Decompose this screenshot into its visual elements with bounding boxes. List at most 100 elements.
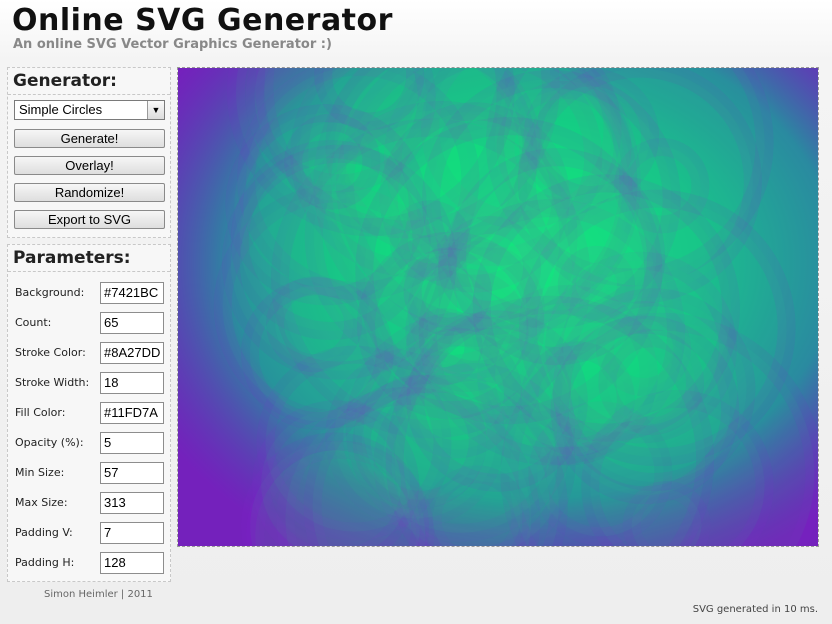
param-row-opacity: Opacity (%): 5 [15,432,165,454]
param-row-background: Background: #7421BC [15,282,165,304]
page-title: Online SVG Generator [12,3,393,38]
stroke-width-field[interactable]: 18 [100,372,164,394]
opacity-field[interactable]: 5 [100,432,164,454]
status-text: SVG generated in 10 ms. [692,604,818,615]
generated-circle [523,68,660,204]
generated-circle [500,312,818,546]
generated-circle [448,148,665,366]
chevron-down-icon[interactable]: ▼ [147,101,164,119]
generated-circle [421,68,622,229]
min-size-field[interactable]: 57 [100,462,164,484]
generated-circle [266,276,363,373]
param-row-stroke-color: Stroke Color: #8A27DD [15,342,165,364]
generated-circle [552,288,756,492]
generated-circle [221,144,457,380]
background-color-field[interactable]: #7421BC [100,282,164,304]
generated-circle [392,328,523,459]
generated-circle [373,363,576,546]
generated-circle [325,68,541,254]
generated-circle [303,374,568,546]
param-label: Stroke Color: [15,346,86,359]
param-label: Background: [15,286,85,299]
generator-select[interactable]: Simple Circles ▼ [14,100,165,120]
generated-circle [418,199,686,466]
generator-panel: Generator: Simple Circles ▼ Generate! Ov… [7,67,171,238]
generated-circle [496,80,632,216]
param-label: Count: [15,316,52,329]
param-row-fill-color: Fill Color: #11FD7A [15,402,165,424]
generated-circle [379,102,570,293]
parameters-heading: Parameters: [8,245,170,272]
param-row-min-size: Min Size: 57 [15,462,165,484]
generated-circle [486,68,774,287]
generated-circle [557,245,635,324]
generated-circle [290,68,538,278]
param-row-stroke-width: Stroke Width: 18 [15,372,165,394]
generated-circle [383,68,603,266]
generated-svg-artwork [178,68,818,546]
generated-circle [227,68,515,237]
export-svg-button[interactable]: Export to SVG [14,210,165,229]
generated-circle [241,432,429,546]
generated-circle [271,118,591,439]
generated-circle [598,329,705,436]
generated-circle [352,374,487,509]
padding-v-field[interactable]: 7 [100,522,164,544]
generated-circle [246,440,435,546]
generated-circle [255,68,560,239]
stroke-color-field[interactable]: #8A27DD [100,342,164,364]
generated-circle [472,174,740,442]
generated-circle [225,104,427,306]
generated-circle [356,231,545,420]
generated-circle [614,138,710,234]
param-label: Min Size: [15,466,65,479]
page-subtitle: An online SVG Vector Graphics Generator … [13,37,332,52]
param-label: Stroke Width: [15,376,90,389]
generated-circle [213,184,458,428]
generated-circle [405,308,483,386]
parameters-panel: Parameters: Background: #7421BC Count: 6… [7,244,171,582]
generated-circle [545,251,737,444]
generated-circle [304,100,578,374]
generated-circle [256,345,452,541]
generated-circle [517,68,762,304]
max-size-field[interactable]: 313 [100,492,164,514]
param-label: Opacity (%): [15,436,84,449]
generated-circle [407,241,545,379]
generated-circle [438,215,542,319]
credit-text: Simon Heimler | 2011 [44,589,153,600]
param-label: Padding H: [15,556,75,569]
overlay-button[interactable]: Overlay! [14,156,165,175]
generated-circle [550,315,740,505]
generated-circle [477,284,658,466]
generated-circle [520,341,635,457]
randomize-button[interactable]: Randomize! [14,183,165,202]
param-row-padding-h: Padding H: 128 [15,552,165,574]
generated-circle [622,481,711,546]
generated-circle [519,189,796,467]
param-label: Max Size: [15,496,68,509]
param-row-max-size: Max Size: 313 [15,492,165,514]
generated-circle [313,68,641,347]
generated-circle [423,465,530,546]
padding-h-field[interactable]: 128 [100,552,164,574]
generated-circle [240,277,394,431]
generate-button[interactable]: Generate! [14,129,165,148]
generated-circle [406,310,588,492]
generated-circle [245,68,436,193]
param-row-padding-v: Padding V: 7 [15,522,165,544]
generated-circle [422,70,681,329]
svg-canvas [177,67,819,547]
fill-color-field[interactable]: #11FD7A [100,402,164,424]
generated-circle [405,268,529,392]
param-row-count: Count: 65 [15,312,165,334]
generated-circle [528,401,673,546]
generated-circle [581,389,774,546]
param-label: Padding V: [15,526,73,539]
generated-circle [325,347,506,528]
generated-circle [284,113,381,210]
generated-circle [403,247,492,336]
count-field[interactable]: 65 [100,312,164,334]
canvas-glow [178,68,818,546]
generated-circle [595,300,692,397]
